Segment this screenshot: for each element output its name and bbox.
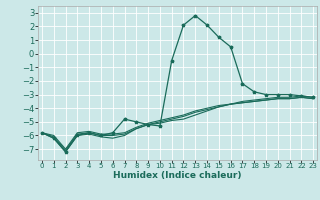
- X-axis label: Humidex (Indice chaleur): Humidex (Indice chaleur): [113, 171, 242, 180]
